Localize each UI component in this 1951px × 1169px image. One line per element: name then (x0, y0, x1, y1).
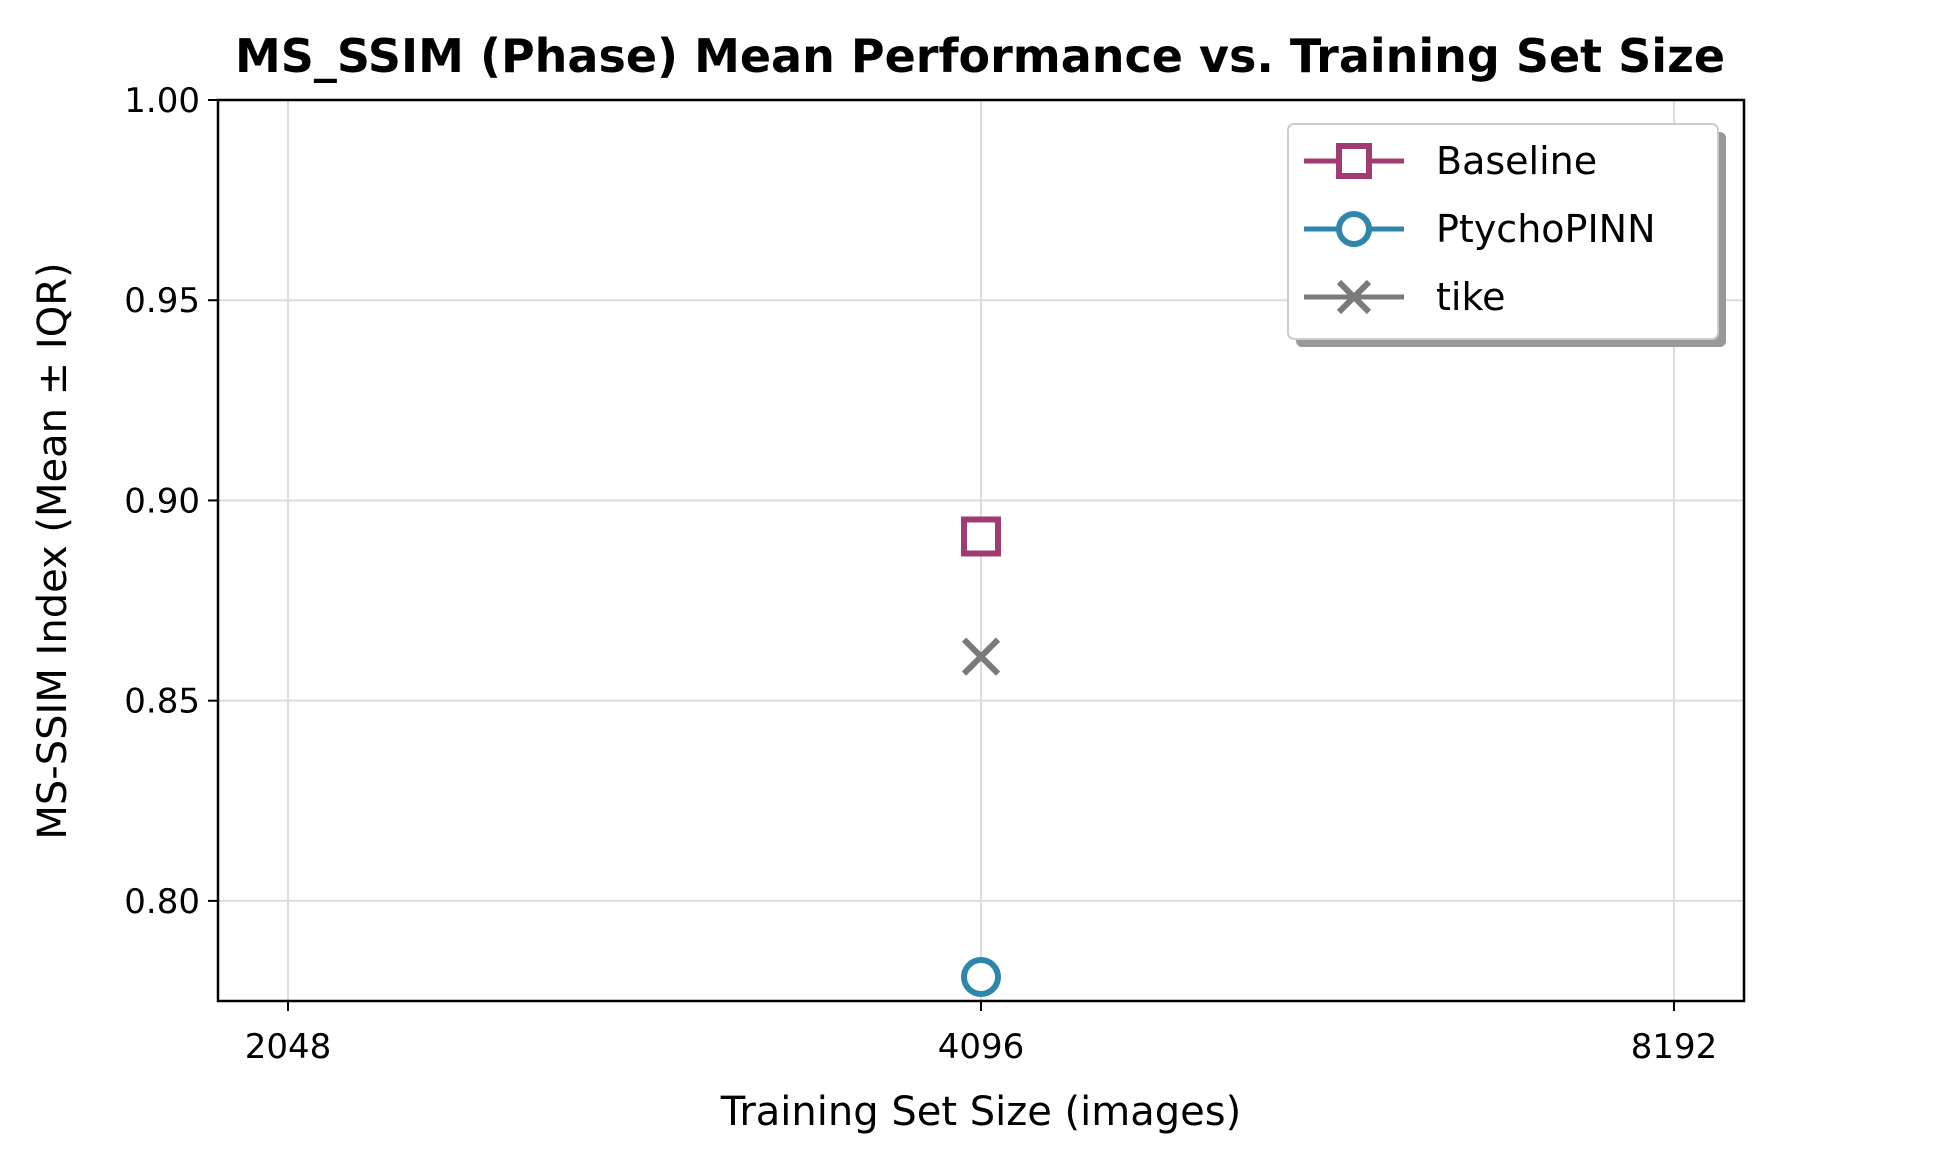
legend-marker-tike (1336, 279, 1372, 315)
data-point-baseline (961, 516, 1001, 557)
legend-marker-tike-stroke (1336, 279, 1372, 315)
y-tick-label: 0.95 (124, 281, 200, 321)
y-axis-label: MS-SSIM Index (Mean ± IQR) (30, 262, 76, 839)
legend-marker-ptychopinn (1336, 211, 1372, 247)
y-tick-label: 0.80 (124, 882, 200, 922)
chart-title: MS_SSIM (Phase) Mean Performance vs. Tra… (235, 29, 1725, 83)
x-tick-label: 4096 (938, 1027, 1025, 1067)
y-tick-label: 0.90 (124, 481, 200, 521)
x-tick-label: 2048 (245, 1027, 332, 1067)
data-point-ptychopinn (961, 956, 1001, 997)
legend-marker-baseline (1336, 143, 1372, 179)
y-tick-label: 0.85 (124, 682, 200, 722)
data-layer (961, 516, 1001, 997)
legend-label-ptychopinn: PtychoPINN (1436, 207, 1656, 251)
legend: Baseline PtychoPINN tike (1287, 123, 1726, 347)
ticks-layer: 2048 4096 8192 0.80 0.85 0.90 0.95 1.00 (124, 81, 1717, 1067)
data-point-tike-stroke (961, 637, 1001, 676)
x-tick-label: 8192 (1631, 1027, 1718, 1067)
x-axis-label: Training Set Size (images) (720, 1089, 1241, 1135)
data-point-tike (961, 637, 1001, 676)
y-tick-label: 1.00 (124, 81, 200, 121)
legend-label-tike: tike (1436, 275, 1506, 319)
legend-label-baseline: Baseline (1436, 139, 1597, 183)
legend-box (1287, 123, 1719, 340)
